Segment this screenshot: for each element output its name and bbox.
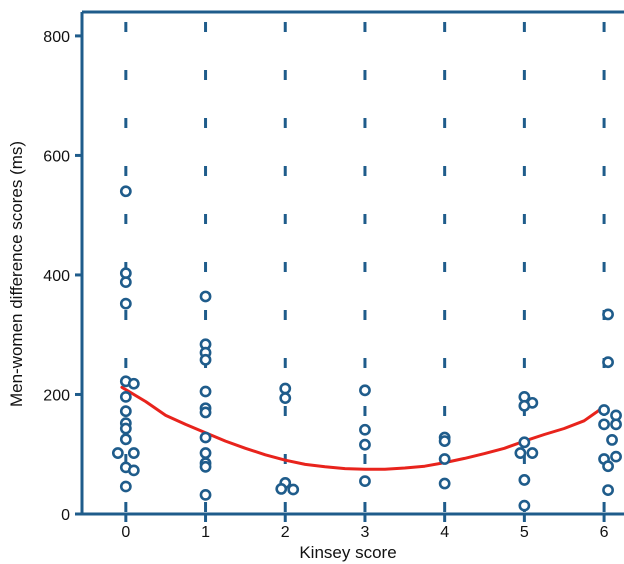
x-tick-label: 3 xyxy=(361,524,370,541)
data-point xyxy=(111,447,124,459)
data-point xyxy=(119,405,132,418)
data-point xyxy=(279,382,292,395)
data-point xyxy=(275,482,288,495)
data-point xyxy=(438,435,451,447)
data-point xyxy=(518,399,531,412)
data-point xyxy=(119,422,132,435)
data-point xyxy=(518,499,531,512)
data-point xyxy=(119,433,132,446)
data-point xyxy=(119,185,132,198)
data-point xyxy=(199,406,212,419)
data-point xyxy=(119,297,132,310)
y-tick-label: 800 xyxy=(43,29,70,46)
data-point xyxy=(438,477,451,490)
data-point xyxy=(602,308,614,321)
data-point xyxy=(119,276,132,289)
data-point xyxy=(602,460,614,473)
data-point xyxy=(199,460,212,473)
data-point xyxy=(359,423,371,436)
data-point xyxy=(287,483,300,496)
data-point xyxy=(279,392,292,404)
data-point xyxy=(518,474,531,486)
data-point xyxy=(438,453,451,465)
data-point xyxy=(119,390,132,403)
data-point xyxy=(199,385,212,398)
x-tick-label: 0 xyxy=(121,524,130,541)
y-tick-label: 600 xyxy=(43,148,70,165)
data-point xyxy=(526,447,539,459)
axes: 0 200 400 600 800 0 1 2 3 4 5 6 xyxy=(43,10,624,541)
x-tick-label: 6 xyxy=(600,524,609,541)
data-point xyxy=(602,484,614,496)
data-point xyxy=(359,438,371,451)
data-point xyxy=(199,488,212,501)
data-point xyxy=(127,447,140,459)
x-axis-title: Kinsey score xyxy=(299,543,396,562)
data-point xyxy=(359,384,371,397)
data-point xyxy=(199,447,212,459)
x-tick-label: 2 xyxy=(281,524,290,541)
data-point xyxy=(119,480,132,493)
data-point xyxy=(514,447,527,459)
data-point xyxy=(598,418,610,431)
y-axis-title: Men-women difference scores (ms) xyxy=(7,141,26,407)
data-point xyxy=(199,431,212,444)
x-tick-label: 4 xyxy=(440,524,449,541)
data-point xyxy=(610,450,622,463)
y-tick-label: 200 xyxy=(43,387,70,404)
data-point xyxy=(606,433,618,446)
data-point xyxy=(127,464,140,477)
data-points-layer xyxy=(111,185,622,512)
data-point xyxy=(359,475,371,488)
x-tick-label: 5 xyxy=(520,524,529,541)
data-point xyxy=(518,436,531,449)
data-point xyxy=(127,377,140,390)
y-tick-label: 0 xyxy=(61,507,70,524)
x-tick-label: 1 xyxy=(201,524,210,541)
data-point xyxy=(199,290,212,303)
y-tick-label: 400 xyxy=(43,268,70,285)
data-point xyxy=(610,418,622,431)
data-point xyxy=(199,353,212,366)
data-point xyxy=(602,356,614,369)
data-point xyxy=(598,404,610,416)
